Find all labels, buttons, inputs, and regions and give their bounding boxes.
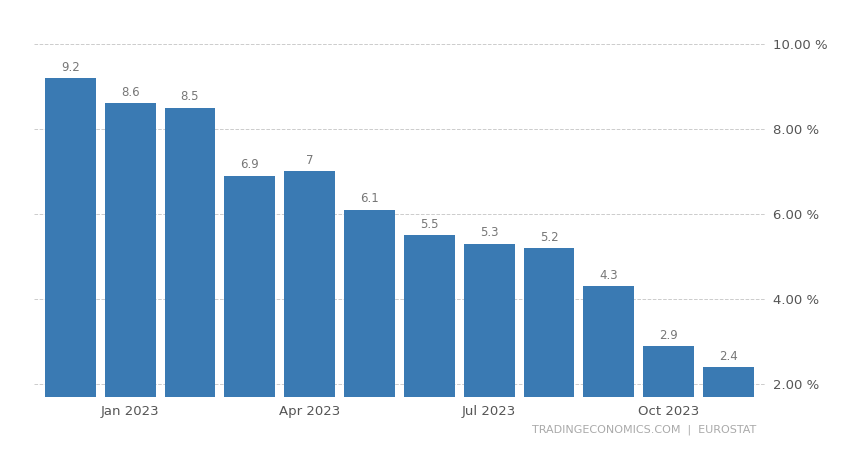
Bar xyxy=(284,171,335,451)
Text: 5.2: 5.2 xyxy=(539,231,558,244)
Text: 2.4: 2.4 xyxy=(719,350,738,363)
Text: 7: 7 xyxy=(306,154,314,167)
Bar xyxy=(344,210,395,451)
Bar xyxy=(45,78,95,451)
Bar xyxy=(704,367,754,451)
Text: 6.9: 6.9 xyxy=(241,158,259,171)
Bar xyxy=(165,108,216,451)
Text: 8.5: 8.5 xyxy=(180,90,199,103)
Text: 9.2: 9.2 xyxy=(61,60,80,74)
Bar xyxy=(643,346,694,451)
Bar xyxy=(524,248,575,451)
Text: 2.9: 2.9 xyxy=(660,329,678,341)
Bar xyxy=(224,176,275,451)
Bar xyxy=(105,103,155,451)
Bar xyxy=(583,286,634,451)
Text: 5.5: 5.5 xyxy=(420,218,439,231)
Bar xyxy=(464,244,515,451)
Text: 8.6: 8.6 xyxy=(121,86,139,99)
Text: 6.1: 6.1 xyxy=(360,193,379,206)
Bar xyxy=(404,235,454,451)
Text: TRADINGECONOMICS.COM  |  EUROSTAT: TRADINGECONOMICS.COM | EUROSTAT xyxy=(532,425,756,435)
Text: 4.3: 4.3 xyxy=(600,269,618,282)
Text: 5.3: 5.3 xyxy=(480,226,498,239)
